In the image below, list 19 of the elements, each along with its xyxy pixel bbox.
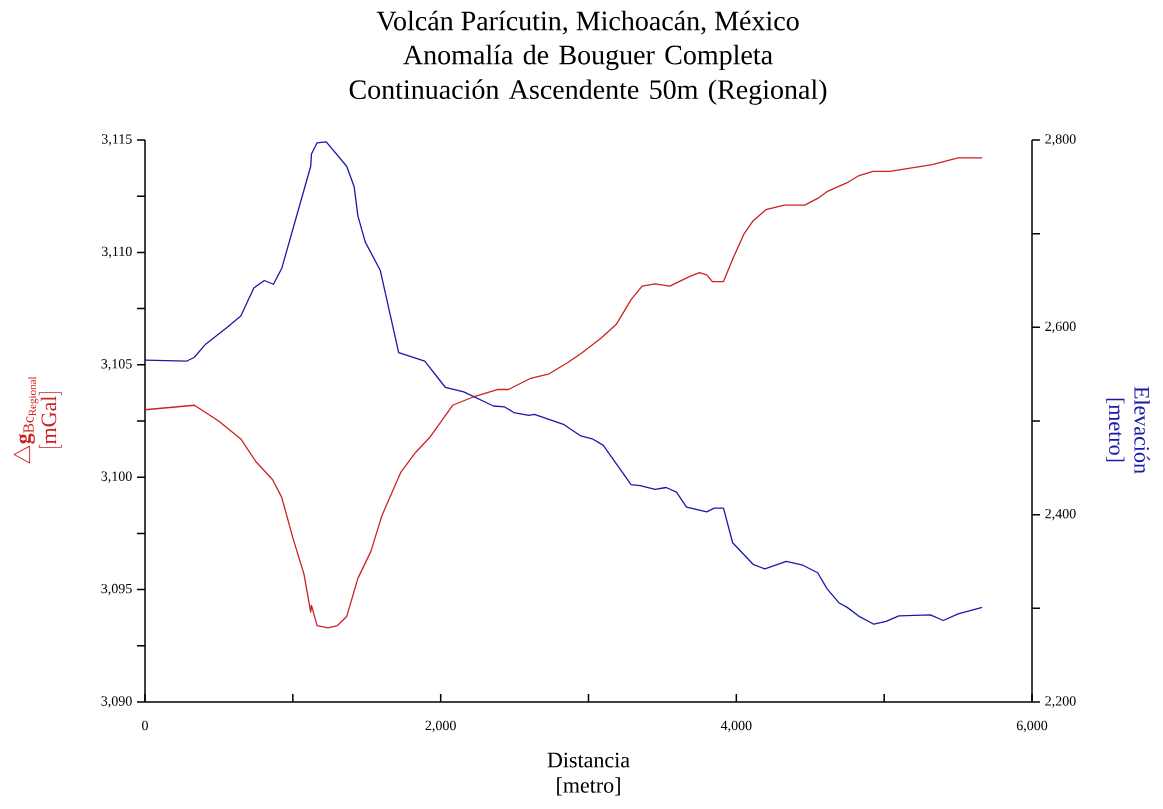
y-axis-title: $\begin{array}{c}\triangle\mathbf{g}_{\mathrm{Bc}_{\mathrm{Regional}}}\\ \mathrm{[mGal]}\end{array}$ xyxy=(13,376,62,464)
x-axis-title: Distancia [metro] xyxy=(547,752,630,796)
y-tick-label: 3,095 xyxy=(101,583,132,596)
x-tick-label: 6,000 xyxy=(1016,720,1048,733)
y2-tick-label: 2,400 xyxy=(1045,508,1076,521)
y2-tick-label: 2,200 xyxy=(1045,696,1076,708)
y-tick-label: 3,090 xyxy=(101,696,132,708)
chart-title: Volcán Parícutin, Michoacán, México xyxy=(376,10,799,35)
y-tick-label: 3,105 xyxy=(101,359,132,371)
x-tick-label: 0 xyxy=(142,720,148,731)
chart-subtitle: Anomalía de Bouguer Completa Continuación Ascendente 50m (Regional) xyxy=(349,44,827,105)
x-tick-label: 2,000 xyxy=(425,720,456,733)
y2-tick-label: 2,800 xyxy=(1045,134,1076,146)
y-tick-label: 3,115 xyxy=(101,134,132,146)
y2-axis-title: Elevación [metro] xyxy=(1106,386,1150,474)
y-tick-label: 3,100 xyxy=(101,471,132,483)
y2-tick-label: 2,600 xyxy=(1045,321,1076,334)
y-tick-label: 3,110 xyxy=(101,246,132,259)
x-tick-label: 4,000 xyxy=(720,720,752,733)
